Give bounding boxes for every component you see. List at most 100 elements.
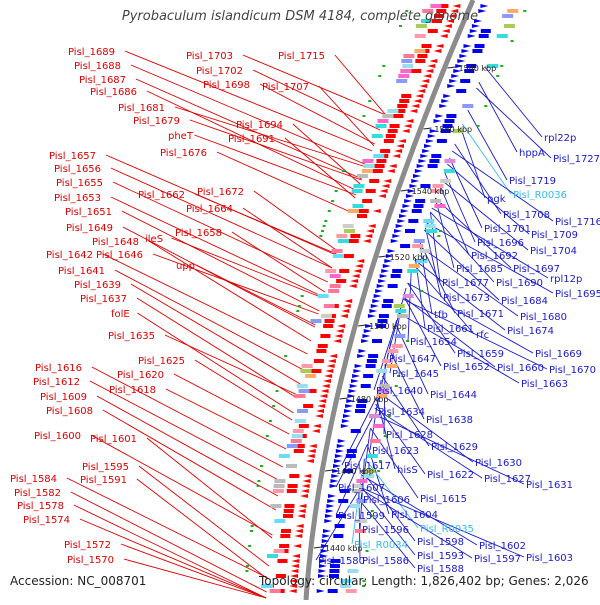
label-leader-line [454, 143, 502, 215]
feature-block [300, 369, 312, 373]
genome-summary-text: Topology: circular; Length: 1,826,402 bp… [259, 574, 589, 588]
gc-mark [500, 65, 504, 67]
reverse-gene-arrow [322, 529, 331, 533]
reverse-gene-arrow [474, 19, 483, 23]
gene-label: Pisl_1661 [427, 324, 474, 335]
forward-gene-arrow [307, 449, 316, 453]
feature-block [416, 259, 428, 263]
forward-gene-arrow [339, 314, 348, 318]
gc-mark [362, 580, 366, 582]
forward-gene-arrow [441, 29, 450, 33]
label-leader-line [361, 474, 478, 546]
forward-gene-arrow [399, 99, 410, 103]
gene-label: Pisl_1679 [133, 116, 180, 127]
label-leader-line [292, 123, 361, 185]
reverse-gene-arrow [441, 99, 450, 103]
gene-label: tfb [434, 310, 448, 321]
reverse-gene-arrow [355, 409, 366, 413]
forward-gene-arrow [367, 224, 376, 228]
reverse-gene-arrow [353, 369, 362, 373]
gene-label: Pisl_1634 [378, 407, 425, 418]
gene-label: Pisl_1681 [118, 103, 165, 114]
feature-block [378, 384, 390, 388]
forward-gene-arrow [326, 364, 335, 368]
reverse-gene-arrow [363, 374, 374, 378]
reverse-gene-arrow [330, 479, 339, 483]
gene-label: Pisl_1671 [457, 309, 504, 320]
forward-gene-arrow [342, 304, 351, 308]
feature-block [329, 274, 341, 278]
forward-gene-arrow [438, 4, 449, 8]
reverse-gene-arrow [336, 444, 345, 448]
gene-label: Pisl_1686 [90, 87, 137, 98]
forward-gene-arrow [280, 534, 291, 538]
forward-gene-arrow [293, 449, 304, 453]
forward-gene-arrow [297, 509, 306, 513]
feature-block [414, 34, 426, 38]
feature-block [294, 419, 306, 423]
label-leader-line [402, 298, 548, 370]
gene-label: Pisl_1646 [96, 250, 143, 261]
reverse-gene-arrow [372, 339, 383, 343]
feature-block [393, 304, 405, 308]
gc-mark [437, 235, 441, 237]
label-leader-line [91, 366, 284, 468]
reverse-gene-arrow [411, 209, 422, 213]
forward-gene-arrow [397, 139, 406, 143]
gene-label: Pisl_1697 [513, 264, 560, 275]
reverse-gene-arrow [357, 399, 368, 403]
gc-mark [420, 290, 424, 292]
reverse-gene-arrow [361, 339, 370, 343]
gene-label: Pisl_1591 [80, 475, 127, 486]
forward-gene-arrow [314, 414, 323, 418]
feature-block [351, 189, 363, 193]
reverse-gene-arrow [433, 119, 442, 123]
forward-gene-arrow [311, 369, 322, 373]
forward-gene-arrow [294, 444, 305, 448]
label-leader-line [467, 109, 508, 181]
gene-label: Pisl_1716 [555, 217, 600, 228]
reverse-gene-arrow [471, 24, 480, 28]
forward-gene-arrow [339, 269, 350, 273]
feature-block [340, 584, 352, 588]
gene-label: Pisl_1615 [420, 494, 467, 505]
reverse-gene-arrow [447, 84, 456, 88]
feature-block [349, 504, 361, 508]
feature-block [273, 549, 285, 553]
label-leader-line [90, 434, 273, 536]
forward-gene-arrow [313, 359, 324, 363]
gene-label: Pisl_1630 [475, 458, 522, 469]
forward-gene-arrow [287, 484, 298, 488]
label-leader-line [146, 90, 358, 192]
feature-block [353, 184, 365, 188]
feature-block [373, 154, 385, 158]
gene-label: ileS [145, 234, 163, 245]
reverse-gene-arrow [335, 449, 344, 453]
label-leader-line [194, 193, 337, 255]
forward-gene-arrow [348, 239, 359, 243]
reverse-gene-arrow [332, 469, 341, 473]
gc-mark [265, 435, 269, 437]
reverse-gene-arrow [373, 294, 382, 298]
gc-mark [260, 465, 264, 467]
label-leader-line [359, 486, 525, 558]
gc-mark [382, 65, 386, 67]
feature-block [337, 239, 349, 243]
reverse-gene-arrow [324, 519, 333, 523]
gene-label: Pisl_1607 [338, 483, 385, 494]
reverse-gene-arrow [376, 324, 387, 328]
gene-label: Pisl_1715 [278, 51, 325, 62]
feature-block [440, 179, 452, 183]
label-leader-line [451, 150, 554, 222]
forward-gene-arrow [289, 584, 298, 588]
forward-gene-arrow [385, 134, 396, 138]
gene-label: Pisl_1582 [14, 488, 61, 499]
label-leader-line [424, 229, 500, 301]
gene-label: Pisl_1616 [35, 363, 82, 374]
gene-label: Pisl_1662 [138, 190, 185, 201]
forward-gene-arrow [290, 564, 299, 568]
gc-mark [362, 115, 366, 117]
forward-gene-arrow [452, 4, 461, 8]
tick-mark [313, 546, 322, 549]
gc-mark [296, 310, 300, 312]
